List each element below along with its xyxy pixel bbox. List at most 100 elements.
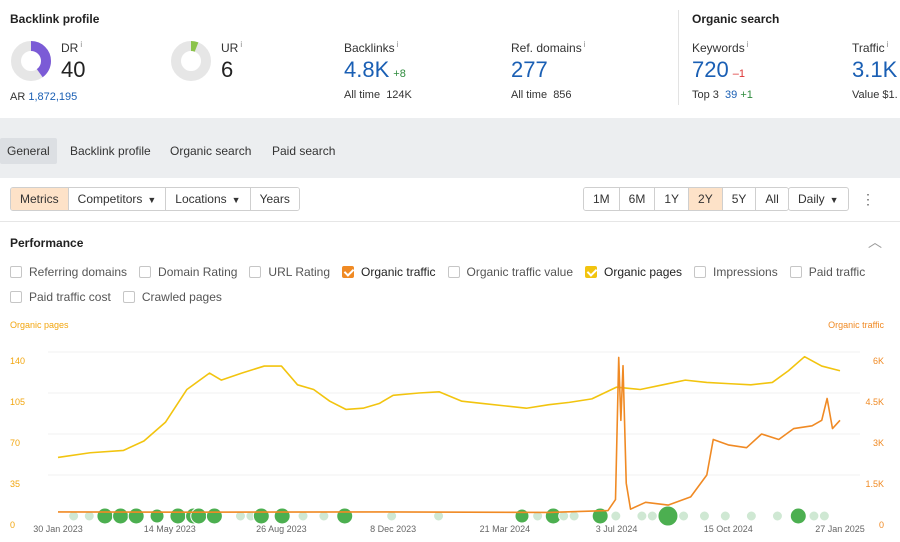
right-tick-label: 4.5K: [865, 397, 884, 407]
chevron-down-icon: ▼: [147, 195, 157, 205]
checkbox[interactable]: [342, 266, 355, 278]
annotation-marker: [190, 507, 208, 525]
annotation-marker: [678, 510, 690, 522]
checkbox-label: Organic traffic: [361, 265, 436, 279]
metric-toggles-row-1: Referring domains Domain Rating URL Rating…: [10, 265, 877, 279]
right-tick-label: 6K: [873, 356, 884, 366]
keywords-delta: –1: [732, 68, 745, 80]
checkbox[interactable]: [585, 266, 597, 278]
annotation-marker: [771, 510, 783, 522]
tab-general[interactable]: General: [0, 138, 57, 164]
annotation-marker: [96, 507, 114, 525]
section-divider: [678, 10, 679, 105]
tab-backlink-profile[interactable]: Backlink profile: [70, 144, 151, 158]
right-tick-label: 1.5K: [865, 479, 884, 489]
metric-toggle-crawled-pages[interactable]: Crawled pages: [122, 290, 222, 304]
chevron-down-icon: ▼: [231, 195, 241, 205]
checkbox[interactable]: [122, 291, 135, 303]
years-button[interactable]: Years: [250, 188, 299, 210]
checkbox[interactable]: [789, 266, 802, 278]
checkbox-label: Impressions: [713, 265, 778, 279]
metric-toggle-domain-rating[interactable]: Domain Rating: [139, 265, 237, 279]
range-5y[interactable]: 5Y: [722, 188, 757, 210]
range-1m[interactable]: 1M: [584, 188, 620, 210]
ref-domains-metric[interactable]: Ref. domains i 277 All time 856: [511, 40, 585, 101]
backlinks-sub-label: All time: [344, 89, 381, 101]
interval-dropdown[interactable]: Daily ▼: [788, 187, 849, 211]
ref-domains-info-icon[interactable]: i: [583, 40, 586, 49]
metric-toggles-row-2: Paid traffic cost Crawled pages: [10, 290, 234, 304]
ur-metric[interactable]: UR i 6: [221, 40, 242, 83]
annotation-marker: [273, 507, 291, 525]
ur-info-icon[interactable]: i: [240, 40, 243, 49]
checkbox[interactable]: [694, 266, 707, 278]
metric-toggle-url-rating[interactable]: URL Rating: [249, 265, 330, 279]
x-tick-label: 27 Jan 2025: [815, 524, 865, 534]
ar-value[interactable]: 1,872,195: [28, 91, 78, 103]
backlinks-value[interactable]: 4.8K: [344, 57, 390, 82]
checkbox[interactable]: [10, 291, 22, 303]
backlinks-sub-value: 124K: [386, 89, 412, 101]
competitors-dropdown[interactable]: Competitors ▼: [68, 188, 167, 210]
ref-domains-value[interactable]: 277: [511, 57, 548, 82]
annotation-marker: [336, 507, 354, 525]
checkbox[interactable]: [139, 266, 152, 278]
annotation-marker: [532, 510, 544, 522]
metric-toggle-organic-pages[interactable]: Organic pages: [585, 265, 682, 279]
metric-toggle-paid-traffic[interactable]: Paid traffic: [789, 265, 865, 279]
checkbox-label: Crawled pages: [141, 290, 222, 304]
ur-value: 6: [221, 57, 234, 82]
traffic-value[interactable]: 3.1K: [852, 57, 898, 82]
collapse-icon[interactable]: ︿: [868, 234, 882, 250]
annotation-marker: [636, 510, 648, 522]
top3-value[interactable]: 39: [725, 89, 738, 101]
keywords-label: Keywords: [692, 41, 745, 55]
range-1y[interactable]: 1Y: [655, 188, 690, 210]
checkbox-label: URL Rating: [268, 265, 331, 279]
checkbox[interactable]: [447, 266, 460, 278]
keywords-info-icon[interactable]: i: [746, 40, 749, 49]
ur-label: UR: [221, 41, 239, 55]
left-tick-label: 105: [10, 397, 25, 407]
annotation-marker: [127, 507, 145, 525]
dr-label: DR: [61, 41, 79, 55]
range-2y[interactable]: 2Y: [689, 188, 723, 210]
checkbox[interactable]: [249, 266, 262, 278]
tab-paid-search[interactable]: Paid search: [272, 144, 336, 158]
metric-toggle-organic-traffic-value[interactable]: Organic traffic value: [447, 265, 574, 279]
metric-toggle-paid-traffic-cost[interactable]: Paid traffic cost: [10, 290, 111, 304]
metrics-button[interactable]: Metrics: [11, 188, 69, 210]
organic-pages-line: [57, 355, 841, 459]
backlinks-info-icon[interactable]: i: [396, 40, 399, 49]
checkbox[interactable]: [10, 266, 22, 278]
metric-toggle-referring-domains[interactable]: Referring domains: [10, 265, 127, 279]
annotation-marker: [169, 507, 187, 525]
metric-toggle-impressions[interactable]: Impressions: [694, 265, 778, 279]
left-axis-title: Organic pages: [10, 320, 69, 330]
keywords-metric[interactable]: Keywords i 720 –1 Top 3 39 +1: [692, 40, 753, 101]
range-all[interactable]: All: [756, 188, 788, 210]
traffic-info-icon[interactable]: i: [886, 40, 889, 49]
annotation-marker: [646, 510, 658, 522]
more-options-icon[interactable]: ⋮: [861, 191, 875, 207]
keywords-value[interactable]: 720: [692, 57, 729, 82]
dr-donut: [11, 41, 51, 81]
range-6m[interactable]: 6M: [619, 188, 656, 210]
left-tick-label: 0: [10, 520, 15, 530]
chart-toolbar: Metrics Competitors ▼ Locations ▼ Years 1M…: [0, 178, 900, 222]
traffic-metric[interactable]: Traffic i 3.1K Value $1.: [852, 40, 898, 101]
checkbox-label: Organic traffic value: [466, 265, 574, 279]
top3-delta: +1: [740, 89, 753, 101]
backlinks-metric[interactable]: Backlinks i 4.8K +8 All time 124K: [344, 40, 412, 101]
backlinks-label: Backlinks: [344, 41, 395, 55]
dr-info-icon[interactable]: i: [80, 40, 83, 49]
tab-organic-search[interactable]: Organic search: [170, 144, 252, 158]
annotation-marker: [149, 508, 165, 524]
metrics-overview: Backlink profile Organic search DR i 40 A…: [0, 0, 900, 118]
annotation-marker: [252, 507, 270, 525]
dr-metric[interactable]: DR i 40: [61, 40, 85, 83]
metric-toggle-organic-traffic[interactable]: Organic traffic: [342, 265, 436, 279]
x-tick-label: 30 Jan 2023: [33, 524, 83, 534]
x-tick-label: 14 May 2023: [144, 524, 196, 534]
locations-dropdown[interactable]: Locations ▼: [166, 188, 251, 210]
